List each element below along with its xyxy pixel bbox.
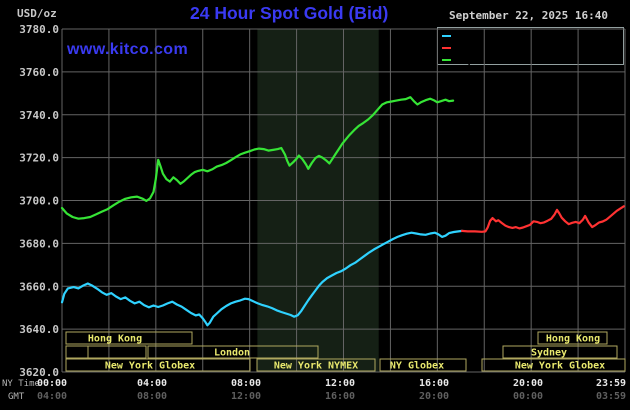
x-axis-tick-ny: 00:00	[37, 378, 67, 389]
series-dash-icon	[442, 34, 451, 37]
session-label: New York Globex	[515, 361, 605, 372]
x-axis-tick-ny: 04:00	[137, 378, 167, 389]
session-bar	[502, 345, 618, 359]
session-bar	[537, 331, 608, 345]
y-axis-tick-label: 3640.0	[19, 323, 59, 336]
y-axis-tick-label: 3740.0	[19, 109, 59, 122]
x-axis-tick-gmt: 03:59	[596, 391, 626, 402]
session-bar	[379, 358, 467, 372]
series-dash-icon	[442, 58, 451, 61]
legend-label: Sep 21 Sunday	[455, 42, 538, 55]
x-axis-tick-gmt: 20:00	[419, 391, 449, 402]
session-label: Hong Kong	[88, 334, 142, 345]
x-axis-tick-ny: 16:00	[419, 378, 449, 389]
session-label: Hong Kong	[546, 334, 600, 345]
x-axis-tick-gmt: 04:00	[37, 391, 67, 402]
x-axis-tick-ny: 08:00	[231, 378, 261, 389]
session-label: New York NYMEX	[274, 361, 358, 372]
x-axis-tick-gmt: 12:00	[231, 391, 261, 402]
series-dash-icon	[442, 46, 451, 49]
x-axis-tick-ny: 20:00	[513, 378, 543, 389]
y-axis-tick-label: 3680.0	[19, 237, 59, 250]
y-axis-tick-label: 3720.0	[19, 152, 59, 165]
y-axis-unit-label: USD/oz	[17, 7, 57, 20]
price-series	[460, 205, 625, 233]
legend-label: Sep 22 Last 3746.60	[455, 54, 576, 67]
session-label: Sydney	[531, 348, 567, 359]
session-bar	[65, 345, 89, 359]
legend-item-sep21: Sep 21 Sunday	[442, 42, 623, 55]
y-axis-tick-label: 3780.0	[19, 23, 59, 36]
ny-time-axis-label: NY Time	[2, 379, 40, 389]
legend-item-sep22: Sep 22 Last 3746.60	[442, 54, 623, 67]
x-axis-tick-ny: 23:59	[596, 378, 626, 389]
session-label: NY Globex	[390, 361, 444, 372]
y-axis-tick-label: 3620.0	[19, 366, 59, 379]
y-axis-tick-label: 3660.0	[19, 280, 59, 293]
session-bar	[65, 331, 193, 345]
session-bar	[256, 358, 376, 372]
legend-box: Sep 19 NY close 3684.00 Sep 21 Sunday Se…	[437, 27, 624, 67]
x-axis-tick-gmt: 08:00	[137, 391, 167, 402]
price-series	[60, 229, 464, 327]
x-axis-tick-gmt: 16:00	[325, 391, 355, 402]
session-label: London	[214, 348, 250, 359]
x-axis-tick-ny: 12:00	[325, 378, 355, 389]
session-bar	[147, 345, 319, 359]
session-bar	[65, 358, 251, 372]
x-axis-tick-gmt: 00:00	[513, 391, 543, 402]
y-axis-tick-label: 3760.0	[19, 66, 59, 79]
price-series	[60, 96, 455, 220]
session-bar	[481, 358, 626, 372]
legend-item-sep19: Sep 19 NY close 3684.00	[442, 30, 623, 43]
datetime-stamp: September 22, 2025 16:40	[449, 9, 608, 22]
page-title: 24 Hour Spot Gold (Bid)	[190, 3, 389, 23]
gmt-axis-label: GMT	[8, 392, 25, 402]
kitco-watermark-link[interactable]: www.kitco.com	[67, 41, 189, 58]
y-axis-tick-label: 3700.0	[19, 195, 59, 208]
legend-label: Sep 19 NY close 3684.00	[455, 30, 601, 43]
session-bar	[87, 345, 147, 359]
session-label: New York Globex	[105, 361, 195, 372]
